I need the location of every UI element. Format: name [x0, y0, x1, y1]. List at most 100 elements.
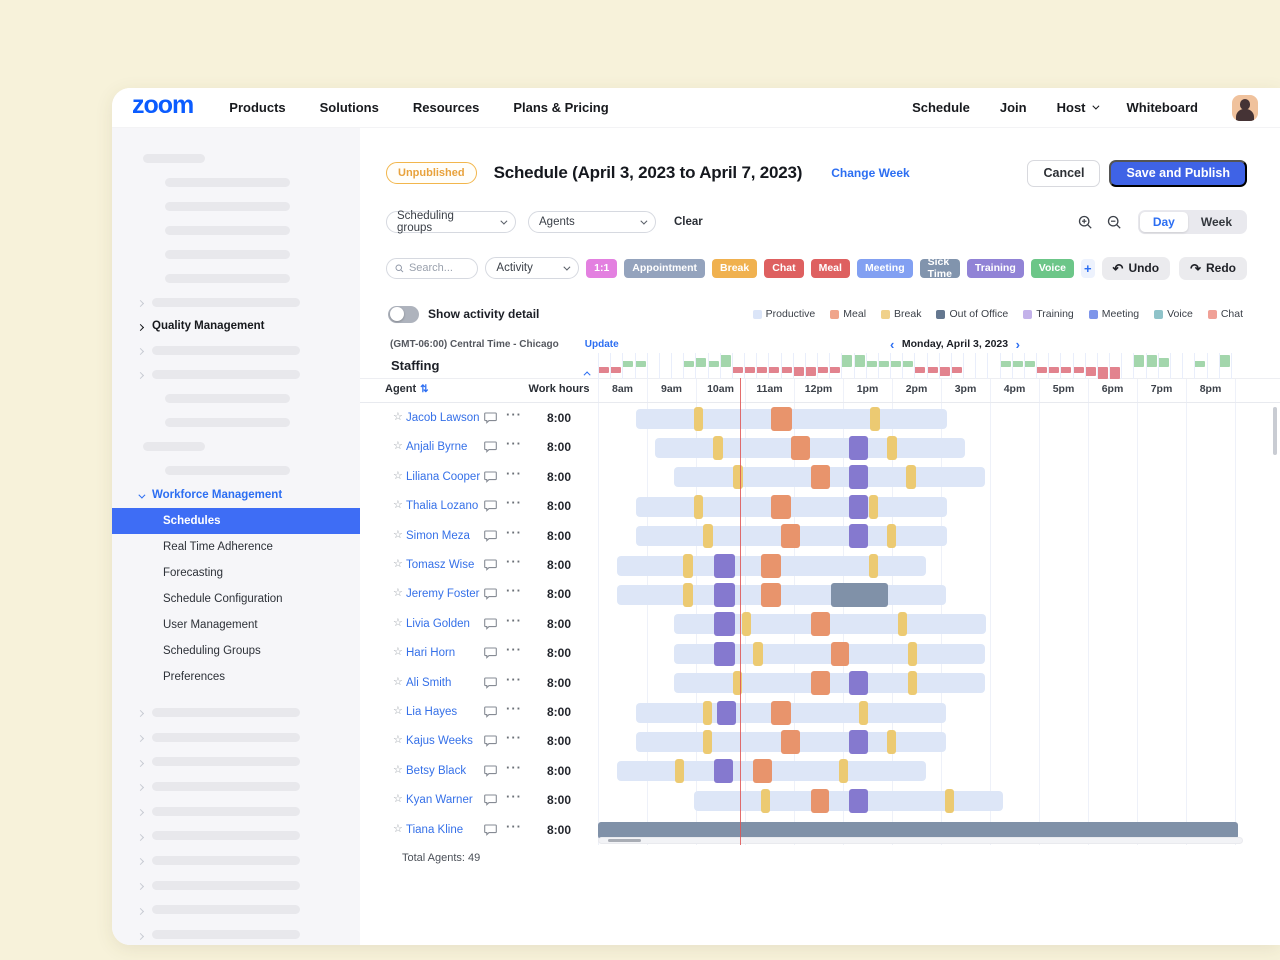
chat-bubble-icon[interactable]	[484, 500, 497, 513]
favorite-star-icon[interactable]: ☆	[393, 705, 403, 717]
more-options-icon[interactable]: ···	[506, 789, 522, 805]
chat-bubble-icon[interactable]	[484, 588, 497, 601]
redo-button[interactable]: ↷ Redo	[1179, 256, 1247, 280]
schedule-bar[interactable]	[636, 702, 946, 723]
update-timezone-link[interactable]: Update	[584, 338, 619, 350]
activity-chip-meeting[interactable]: Meeting	[856, 258, 913, 278]
next-day-icon[interactable]: ›	[1015, 336, 1020, 352]
week-tab[interactable]: Week	[1200, 215, 1232, 229]
add-activity-button[interactable]: +	[1081, 258, 1095, 278]
agent-name-link[interactable]: Tomasz Wise	[406, 559, 475, 571]
more-options-icon[interactable]: ···	[506, 671, 522, 687]
agent-name-link[interactable]: Ali Smith	[406, 676, 452, 689]
activity-segment-break[interactable]	[887, 436, 897, 461]
favorite-star-icon[interactable]: ☆	[393, 646, 403, 659]
chat-bubble-icon[interactable]	[484, 824, 497, 836]
activity-segment-break[interactable]	[897, 612, 907, 637]
nav-item-solutions[interactable]: Solutions	[319, 100, 379, 115]
sidebar-item-workforce-management[interactable]: Workforce Management	[112, 482, 360, 508]
activity-segment-meal[interactable]	[831, 641, 850, 666]
show-activity-detail-toggle[interactable]	[388, 305, 419, 323]
more-options-icon[interactable]: ···	[506, 759, 522, 775]
agent-name-link[interactable]: Anjali Byrne	[406, 441, 468, 454]
activity-segment-meeting[interactable]	[848, 524, 868, 549]
activity-segment-break[interactable]	[868, 553, 878, 578]
activity-segment-meeting[interactable]	[714, 583, 736, 608]
previous-day-icon[interactable]: ‹	[890, 336, 895, 352]
chat-bubble-icon[interactable]	[484, 735, 497, 748]
agent-name-link[interactable]: Tiana Kline	[406, 823, 464, 836]
favorite-star-icon[interactable]: ☆	[393, 675, 403, 688]
activity-segment-break[interactable]	[908, 641, 917, 666]
nav-item-schedule[interactable]: Schedule	[912, 100, 970, 115]
nav-item-join[interactable]: Join	[1000, 100, 1027, 115]
favorite-star-icon[interactable]: ☆	[393, 411, 403, 423]
search-field[interactable]	[386, 257, 479, 279]
activity-segment-meal[interactable]	[780, 730, 800, 755]
activity-segment-meal[interactable]	[761, 583, 782, 608]
favorite-star-icon[interactable]: ☆	[393, 469, 403, 482]
chat-bubble-icon[interactable]	[484, 441, 497, 454]
activity-segment-meeting[interactable]	[714, 553, 736, 578]
favorite-star-icon[interactable]: ☆	[393, 587, 403, 600]
schedule-bar[interactable]	[617, 585, 946, 606]
activity-segment-break[interactable]	[906, 465, 916, 490]
agent-name-link[interactable]: Livia Golden	[406, 617, 470, 630]
more-options-icon[interactable]: ···	[506, 465, 522, 481]
day-tab[interactable]: Day	[1139, 212, 1188, 232]
activity-segment-break[interactable]	[887, 730, 896, 755]
favorite-star-icon[interactable]: ☆	[393, 822, 403, 835]
activity-segment-break[interactable]	[761, 788, 770, 813]
agent-name-link[interactable]: Lia Hayes	[406, 706, 458, 718]
more-options-icon[interactable]: ···	[506, 612, 522, 628]
activity-segment-break[interactable]	[702, 700, 712, 725]
more-options-icon[interactable]: ···	[506, 818, 522, 834]
more-options-icon[interactable]: ···	[506, 701, 522, 716]
activity-segment-meeting[interactable]	[848, 436, 868, 461]
activity-segment-break[interactable]	[868, 494, 878, 519]
activity-segment-break[interactable]	[839, 759, 848, 784]
chat-bubble-icon[interactable]	[484, 706, 497, 718]
activity-segment-break[interactable]	[682, 553, 693, 578]
more-options-icon[interactable]: ···	[506, 407, 522, 422]
activity-chip-voice[interactable]: Voice	[1030, 258, 1074, 278]
activity-segment-meeting[interactable]	[714, 612, 736, 637]
zoom-out-icon[interactable]	[1107, 215, 1122, 230]
avatar[interactable]	[1232, 94, 1258, 121]
nav-item-products[interactable]: Products	[229, 100, 286, 115]
activity-segment-break[interactable]	[702, 524, 713, 549]
horizontal-scrollbar[interactable]	[598, 837, 1243, 844]
activity-segment-meal[interactable]	[811, 788, 830, 813]
activity-segment-meal[interactable]	[811, 671, 831, 696]
more-options-icon[interactable]: ···	[506, 583, 522, 599]
activity-segment-meeting[interactable]	[717, 700, 737, 725]
activity-segment-break[interactable]	[944, 788, 954, 813]
schedule-bar[interactable]	[673, 643, 986, 664]
activity-select[interactable]: Activity	[485, 257, 580, 279]
activity-chip-chat[interactable]: Chat	[764, 258, 804, 278]
activity-segment-meal[interactable]	[770, 700, 792, 725]
agent-name-link[interactable]: Jeremy Foster	[406, 588, 480, 601]
activity-segment-meeting[interactable]	[848, 788, 868, 813]
activity-segment-meeting[interactable]	[848, 465, 868, 490]
agent-name-link[interactable]: Liliana Cooper	[406, 470, 481, 483]
schedule-bar[interactable]	[694, 790, 1004, 811]
favorite-star-icon[interactable]: ☆	[393, 734, 403, 747]
undo-button[interactable]: ↶ Undo	[1101, 256, 1171, 280]
activity-chip-training[interactable]: Training	[966, 258, 1024, 278]
chat-bubble-icon[interactable]	[484, 559, 497, 571]
sort-icon[interactable]: ⇅	[420, 384, 429, 395]
schedule-bar[interactable]	[636, 496, 947, 517]
nav-item-resources[interactable]: Resources	[412, 100, 480, 115]
activity-segment-break[interactable]	[908, 671, 917, 696]
nav-item-plans-pricing[interactable]: Plans & Pricing	[513, 100, 609, 115]
change-week-link[interactable]: Change Week	[831, 166, 910, 180]
chat-bubble-icon[interactable]	[484, 765, 497, 777]
cancel-button[interactable]: Cancel	[1027, 159, 1101, 187]
agent-name-link[interactable]: Thalia Lozano	[406, 500, 479, 513]
search-input[interactable]	[408, 262, 470, 274]
agent-name-link[interactable]: Betsy Black	[406, 764, 467, 777]
activity-segment-meeting[interactable]	[848, 671, 868, 696]
sidebar-item-quality-management[interactable]: Quality Management	[112, 314, 360, 338]
activity-chip-sick-time[interactable]: Sick Time	[919, 256, 960, 280]
